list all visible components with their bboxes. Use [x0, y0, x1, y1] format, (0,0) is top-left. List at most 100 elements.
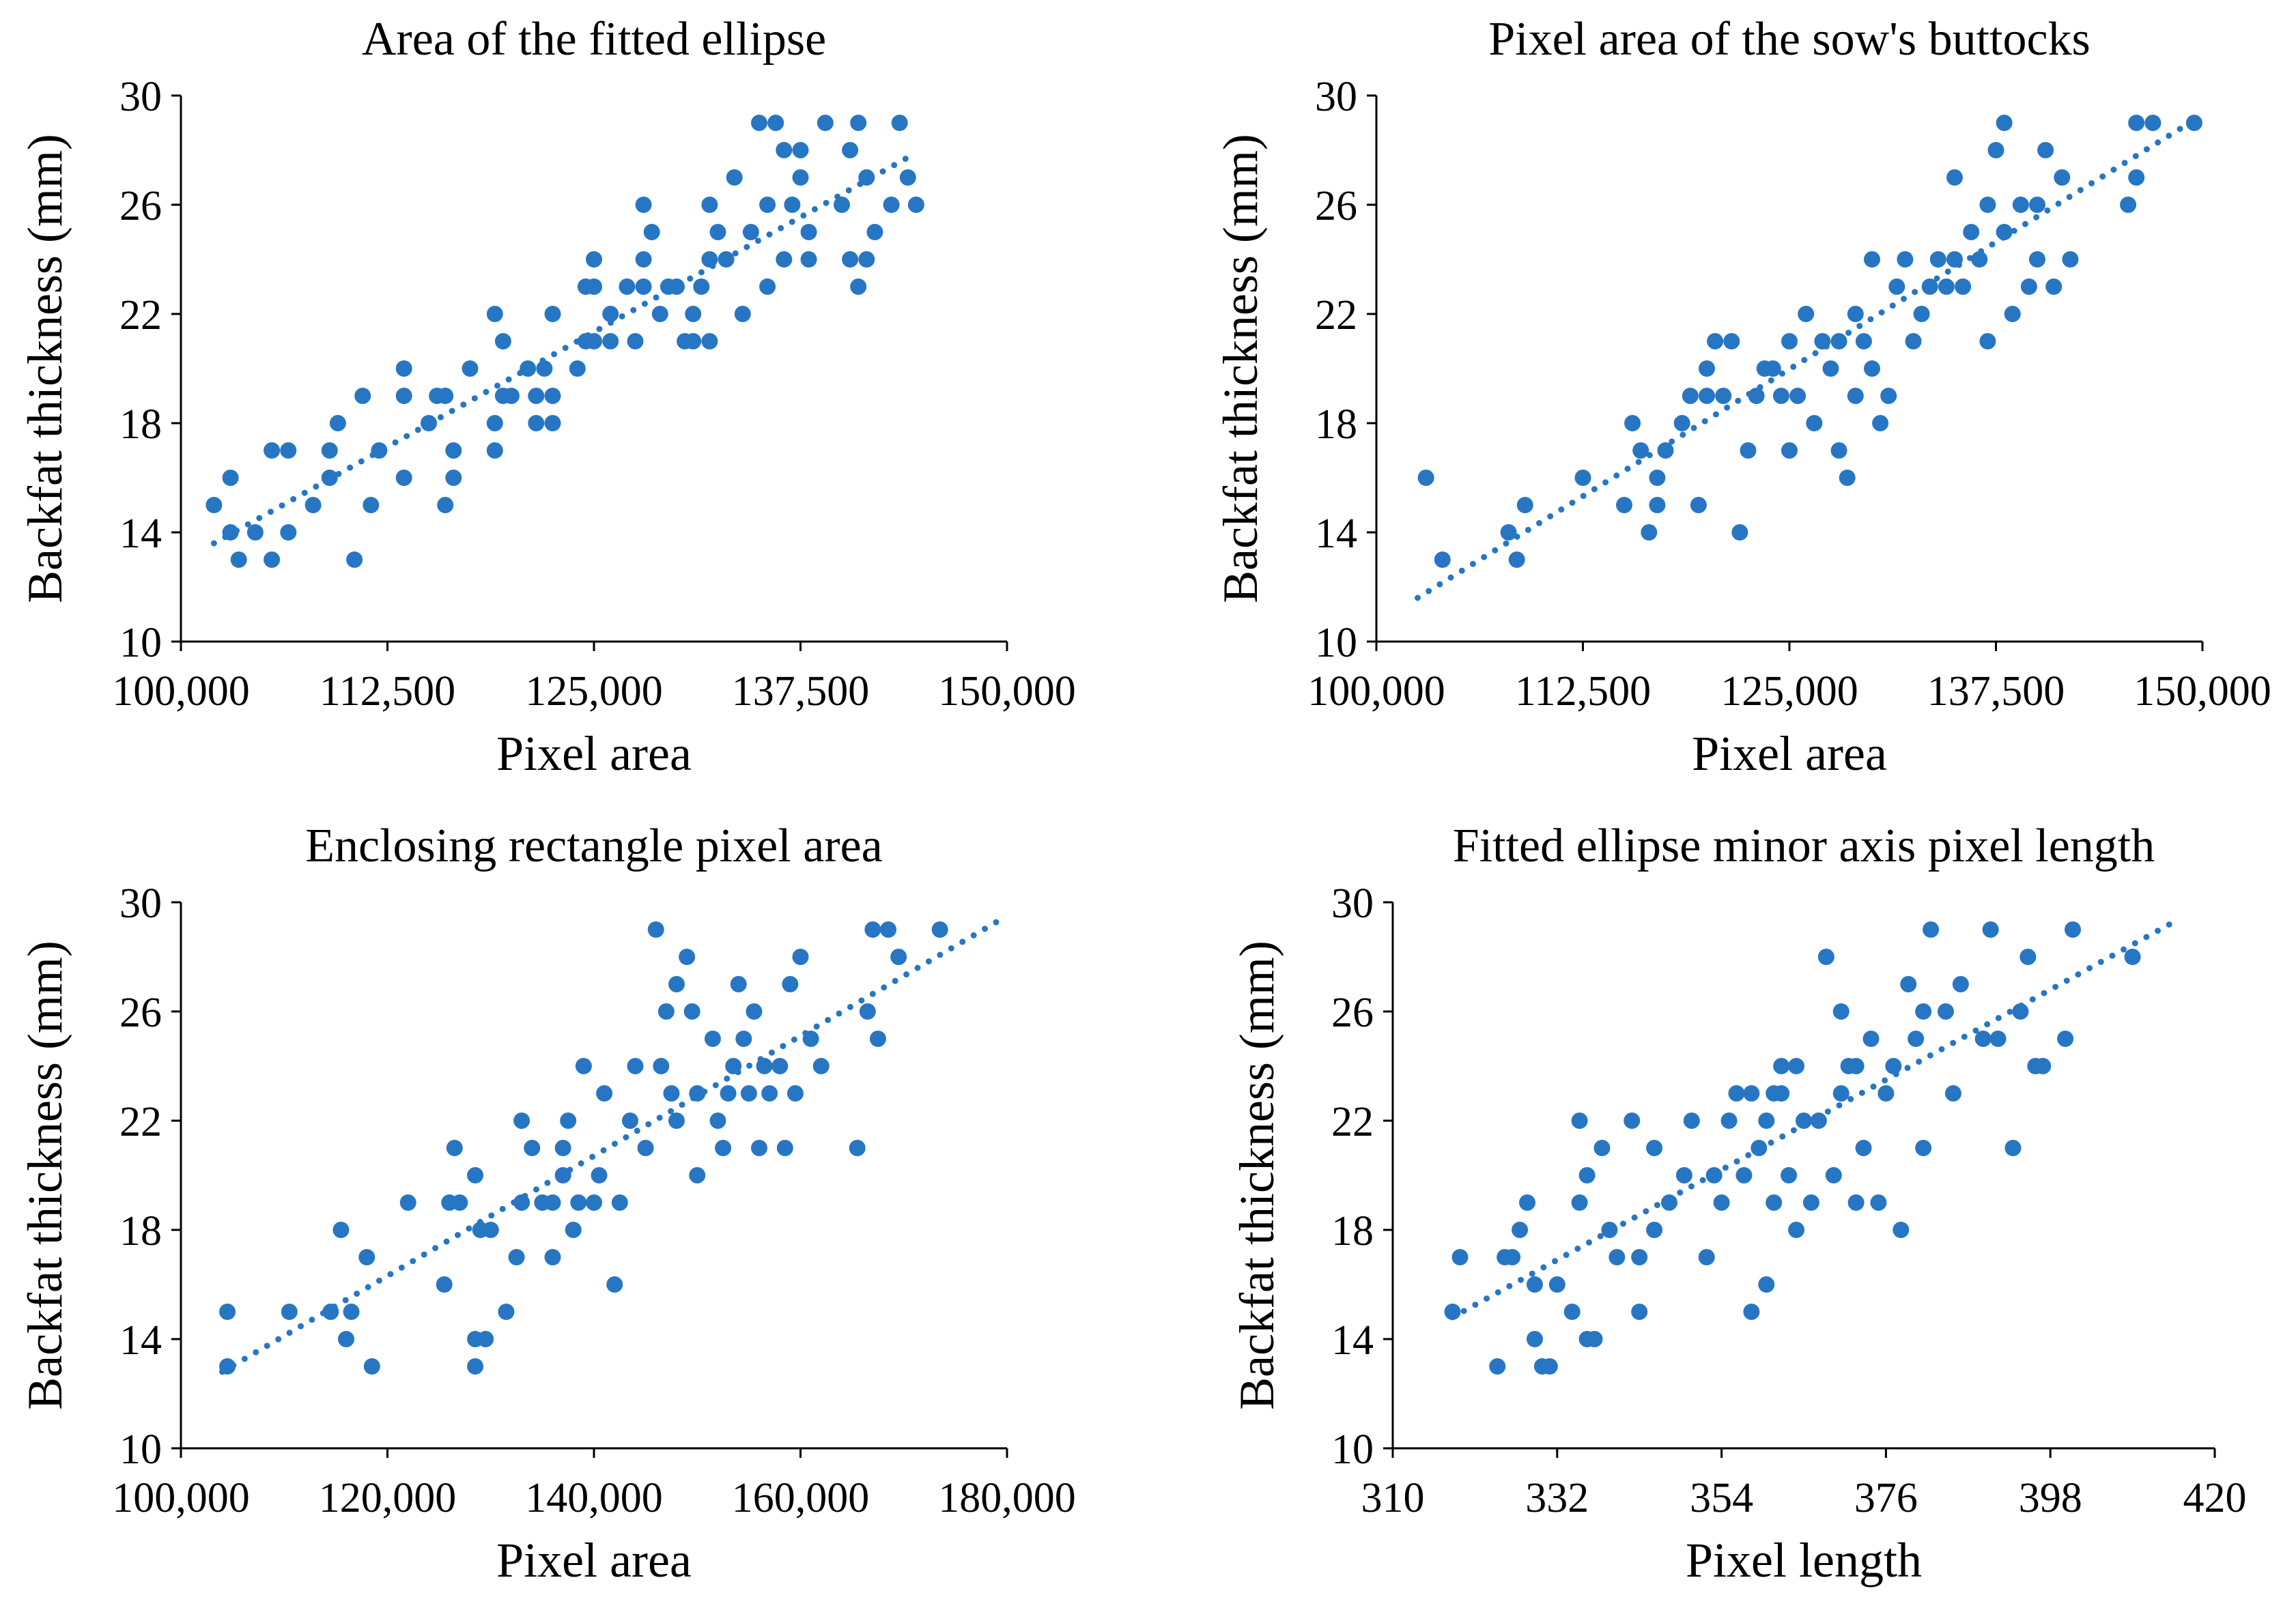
data-point [746, 1003, 763, 1020]
x-tick-label: 354 [1690, 1475, 1753, 1521]
data-point [701, 251, 718, 268]
data-point [1870, 1194, 1887, 1211]
x-tick-label: 180,000 [938, 1475, 1076, 1521]
x-tick-label: 100,000 [1307, 668, 1445, 715]
trendline [219, 913, 1010, 1375]
y-tick-label: 18 [1331, 1208, 1374, 1254]
data-point [1574, 470, 1591, 486]
data-point [395, 360, 412, 377]
data-point [1660, 1194, 1677, 1211]
chart-title: Pixel area of the sow's buttocks [1488, 13, 2091, 66]
data-point [321, 470, 338, 486]
data-point [395, 388, 412, 404]
data-point [802, 1031, 819, 1047]
y-tick-label: 22 [1315, 292, 1357, 339]
data-point [494, 333, 511, 349]
data-point [1915, 1003, 1932, 1020]
data-point [421, 415, 437, 431]
data-point [230, 551, 247, 568]
data-point [1748, 388, 1765, 404]
y-tick-label: 14 [1315, 511, 1357, 557]
data-point [1982, 921, 1999, 938]
data-point [528, 388, 545, 404]
data-point [1974, 1031, 1992, 1047]
y-tick-label: 18 [119, 401, 162, 448]
data-point [343, 1304, 360, 1320]
data-point [611, 1194, 628, 1211]
data-point [1631, 1304, 1648, 1320]
y-tick-label: 10 [1315, 620, 1357, 666]
data-point [621, 1112, 638, 1129]
data-point [591, 1167, 608, 1183]
x-tick-label: 420 [2183, 1475, 2247, 1521]
data-point [1814, 333, 1831, 349]
data-point [222, 524, 239, 541]
data-point [1885, 1058, 1902, 1074]
data-point [2037, 142, 2054, 158]
x-tick-label: 112,500 [320, 668, 455, 715]
data-point [701, 333, 718, 349]
data-point [1888, 278, 1905, 295]
data-point [1847, 306, 1864, 322]
data-point [602, 306, 619, 322]
data-point [709, 224, 726, 240]
data-point [1444, 1304, 1461, 1320]
data-point [1657, 442, 1674, 459]
data-point [445, 442, 462, 459]
data-point [1624, 415, 1641, 431]
data-point [1921, 278, 1938, 295]
data-point [1979, 197, 1996, 213]
data-point [304, 497, 322, 513]
data-point [1675, 1167, 1692, 1183]
data-point [1690, 497, 1707, 513]
data-point [2128, 169, 2145, 186]
data-point [776, 142, 793, 158]
data-point [264, 442, 281, 459]
data-point [1758, 1112, 1775, 1129]
data-point [693, 278, 710, 295]
data-point [720, 1085, 737, 1102]
data-point [1781, 1167, 1798, 1183]
data-point [767, 115, 784, 131]
data-point [1417, 470, 1434, 486]
data-point [1830, 333, 1847, 349]
data-point [653, 1058, 670, 1074]
data-point [371, 442, 388, 459]
data-point [1601, 1222, 1618, 1238]
data-point [2054, 169, 2071, 186]
data-point [1715, 388, 1732, 404]
data-point [679, 949, 696, 965]
data-point [784, 197, 801, 213]
data-point [436, 1276, 453, 1293]
data-point [596, 1085, 613, 1102]
data-point [1751, 1140, 1768, 1156]
data-point [503, 388, 520, 404]
data-point [205, 497, 223, 513]
data-point [1781, 442, 1798, 459]
data-point [734, 306, 751, 322]
data-point [1508, 551, 1525, 568]
y-tick-label: 30 [1315, 74, 1357, 120]
x-tick-label: 137,500 [1927, 668, 2065, 715]
data-point [683, 1003, 700, 1020]
data-point [883, 197, 900, 213]
data-point [858, 251, 875, 268]
data-point [467, 1167, 484, 1183]
data-point [437, 497, 454, 513]
y-axis-label: Backfat thickness (mm) [18, 134, 72, 603]
x-tick-label: 112,500 [1515, 668, 1651, 715]
data-point [1720, 1112, 1738, 1129]
data-point [1649, 497, 1666, 513]
data-point [1764, 360, 1781, 377]
data-point [2020, 278, 2037, 295]
chart-title: Fitted ellipse minor axis pixel length [1453, 820, 2155, 872]
data-point [446, 1140, 463, 1156]
data-point [1541, 1358, 1558, 1375]
data-point [1728, 1085, 1745, 1102]
data-point [1788, 1058, 1805, 1074]
data-point [508, 1249, 525, 1265]
y-tick-label: 22 [1331, 1099, 1374, 1145]
data-point [1699, 388, 1715, 404]
data-point [2019, 949, 2037, 965]
data-point [554, 1167, 571, 1183]
